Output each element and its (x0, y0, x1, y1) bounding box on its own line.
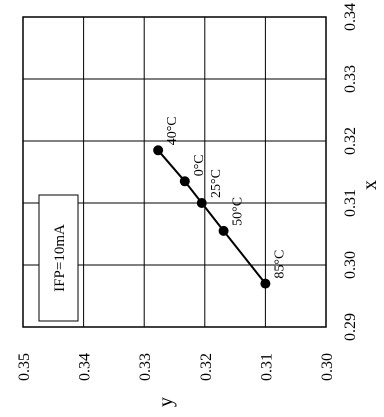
data-point-3 (218, 225, 229, 236)
data-point-1 (179, 176, 190, 187)
series-line: 40°C 0°C25°C 50°C 85°C (153, 116, 287, 289)
point-label-1: 0°C (192, 154, 207, 176)
y-tick-label-1: 0.31 (258, 353, 275, 381)
y-tick-label-5: 0.35 (16, 353, 33, 381)
y-tick-labels: 0.30 0.31 0.32 0.33 0.34 0.35 (16, 353, 336, 381)
x-tick-label-5: 0.34 (342, 3, 359, 31)
y-tick-label-4: 0.34 (77, 353, 94, 381)
point-label-0: 40°C (165, 116, 180, 145)
condition-box: IFP=10mA (38, 194, 79, 322)
data-point-2 (196, 198, 207, 208)
y-tick-label-0: 0.30 (319, 353, 336, 381)
x-tick-label-1: 0.30 (342, 251, 359, 279)
data-point-0 (153, 145, 164, 156)
y-tick-label-3: 0.33 (137, 353, 154, 381)
point-label-4: 85°C (272, 250, 287, 279)
x-tick-label-3: 0.32 (342, 127, 359, 155)
y-axis-label: y (155, 397, 177, 407)
point-label-2: 25°C (209, 169, 224, 198)
plot-frame (22, 16, 327, 328)
x-axis-label: x (359, 180, 381, 190)
condition-label: IFP=10mA (52, 224, 68, 292)
point-label-3: 50°C (231, 197, 246, 226)
x-tick-label-0: 0.29 (342, 313, 359, 341)
y-tick-label-2: 0.32 (198, 353, 215, 381)
x-tick-label-4: 0.33 (342, 65, 359, 93)
data-point-4 (260, 278, 271, 289)
x-tick-labels: 0.29 0.30 0.31 0.32 0.33 0.34 (342, 3, 359, 341)
x-tick-label-2: 0.31 (342, 189, 359, 217)
